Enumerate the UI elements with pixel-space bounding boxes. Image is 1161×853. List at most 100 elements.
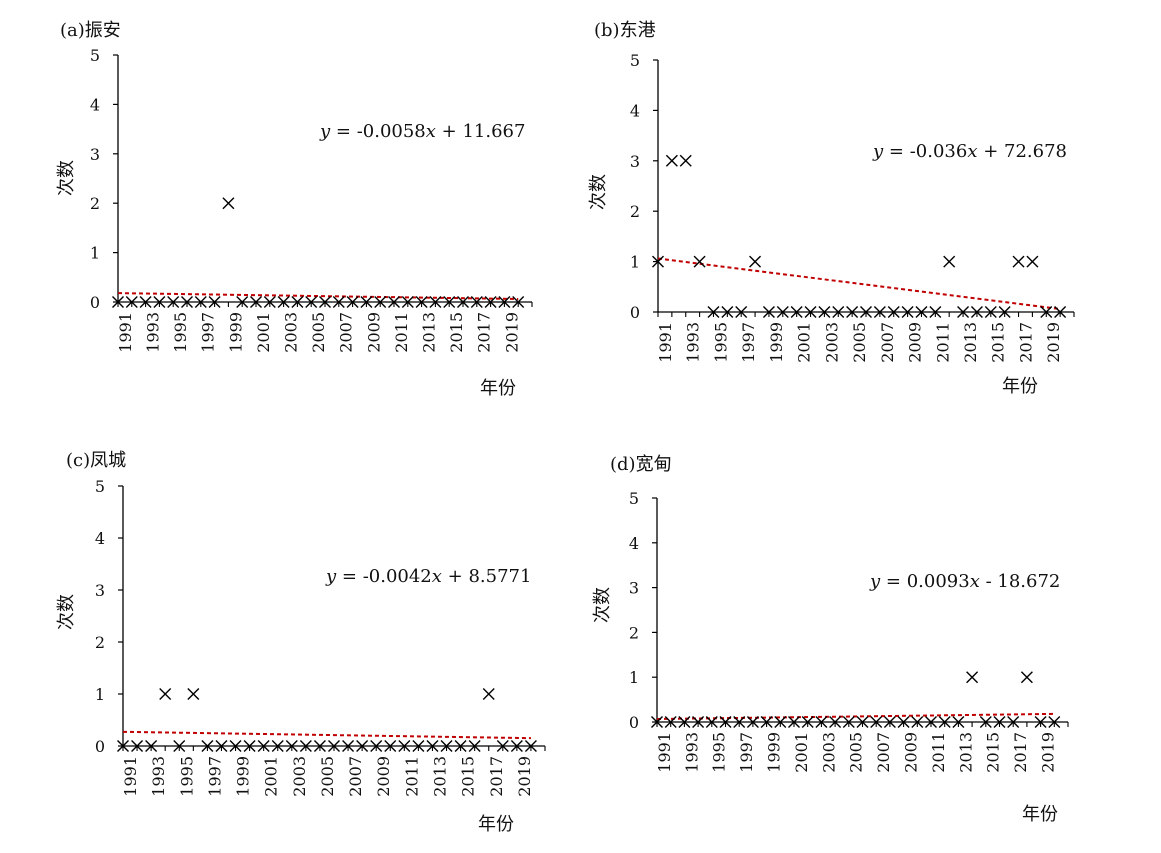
data-point	[470, 296, 483, 308]
chart-panel-3: (c)凤城 0 1 2 3 4 5 1991 1993 1995 1997 1999 2001 2003 2…	[56, 450, 546, 835]
data-point	[374, 296, 387, 308]
x-tick-label: 1993	[682, 732, 701, 773]
data-point	[733, 716, 746, 728]
data-point-stroke	[313, 740, 326, 752]
data-point-stroke	[159, 688, 172, 700]
x-tick-label: 1991	[121, 756, 140, 797]
data-point	[829, 716, 842, 728]
data-point-stroke	[277, 296, 290, 308]
data-point	[208, 296, 221, 308]
data-point-stroke	[305, 296, 318, 308]
data-point-stroke	[887, 306, 900, 318]
data-point	[693, 255, 706, 268]
data-point	[1048, 716, 1061, 728]
x-tick-label: 2001	[254, 312, 273, 353]
data-point-stroke	[319, 296, 331, 308]
data-point-stroke	[873, 306, 886, 318]
x-tick-label: 2019	[1044, 322, 1063, 363]
data-point	[998, 306, 1011, 318]
data-point	[201, 740, 214, 752]
data-point	[952, 716, 965, 728]
data-point-stroke	[145, 740, 158, 752]
x-tick-label: 1999	[764, 732, 783, 773]
x-tick-label: 2015	[989, 322, 1008, 363]
data-point-stroke	[346, 296, 359, 308]
x-tick-label: 1999	[767, 322, 786, 363]
x-tick-label: 2015	[984, 732, 1003, 773]
data-point-stroke	[762, 306, 775, 318]
equation-part: y	[319, 121, 331, 142]
data-point	[925, 716, 937, 728]
data-point-stroke	[966, 671, 979, 684]
x-tick-label: 1997	[199, 312, 218, 353]
equation-part: + 11.667	[436, 121, 526, 142]
data-point	[496, 740, 509, 752]
data-point-stroke	[470, 296, 483, 308]
data-point	[788, 716, 800, 728]
data-point	[229, 740, 242, 752]
data-point	[305, 296, 318, 308]
data-point-stroke	[201, 740, 214, 752]
data-point-stroke	[194, 296, 207, 308]
data-point-stroke	[856, 716, 869, 728]
data-point	[153, 296, 166, 308]
data-point	[181, 296, 193, 308]
data-point	[328, 740, 340, 752]
data-point-stroke	[510, 740, 523, 752]
y-tick-label: 4	[90, 95, 100, 114]
data-point-stroke	[374, 296, 387, 308]
data-point-stroke	[776, 306, 789, 318]
y-tick-label: 0	[90, 293, 100, 312]
data-point	[856, 716, 869, 728]
x-tick-label: 2011	[933, 322, 952, 363]
x-tick-label: 2011	[929, 732, 948, 773]
data-point	[412, 740, 425, 752]
equation-part: x	[967, 141, 977, 162]
x-tick-label: 1995	[171, 312, 190, 353]
data-point-stroke	[332, 296, 345, 308]
data-point-stroke	[1040, 306, 1053, 318]
data-point	[815, 716, 828, 728]
equation-part: x	[432, 566, 442, 587]
data-point-stroke	[285, 740, 298, 752]
x-tick-label: 2005	[847, 732, 866, 773]
data-point-stroke	[1034, 716, 1047, 728]
data-point-stroke	[524, 740, 537, 752]
data-point-stroke	[117, 740, 129, 752]
x-tick-label: 1991	[656, 322, 675, 363]
x-tick-label: 2017	[487, 756, 506, 797]
data-point	[360, 296, 373, 308]
equation-part: - 18.672	[980, 571, 1061, 592]
x-tick-label: 2001	[795, 322, 814, 363]
y-tick-label: 3	[90, 145, 100, 164]
data-point	[651, 716, 663, 728]
data-point	[897, 716, 910, 728]
y-tick-label: 5	[90, 46, 100, 65]
data-point	[1040, 306, 1053, 318]
data-point	[454, 740, 467, 752]
data-point-stroke	[299, 740, 312, 752]
data-point-stroke	[929, 306, 942, 318]
data-point-stroke	[943, 255, 956, 268]
data-point	[804, 306, 817, 318]
data-point-stroke	[801, 716, 814, 728]
data-point-stroke	[443, 296, 456, 308]
data-point-stroke	[187, 688, 200, 700]
x-tick-label: 1999	[226, 312, 245, 353]
data-point-stroke	[457, 296, 469, 308]
x-tick-label: 2007	[878, 322, 897, 363]
data-point	[818, 306, 831, 318]
y-axis-label: 次数	[56, 594, 77, 630]
data-point	[870, 716, 883, 728]
equation-part: = -0.0058	[330, 121, 426, 142]
data-point-stroke	[846, 306, 859, 318]
data-point	[271, 740, 284, 752]
data-point-stroke	[678, 716, 691, 728]
data-point	[443, 296, 456, 308]
data-point	[370, 740, 383, 752]
data-point	[705, 716, 718, 728]
x-tick-label: 1995	[711, 322, 730, 363]
data-point-stroke	[1020, 671, 1033, 684]
x-tick-label: 2015	[459, 756, 478, 797]
equation-part: y	[325, 566, 337, 587]
